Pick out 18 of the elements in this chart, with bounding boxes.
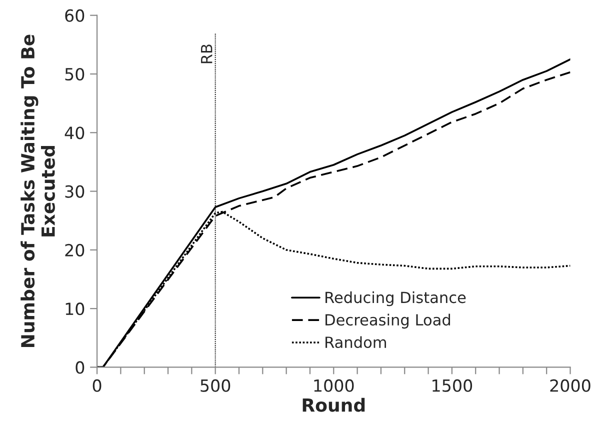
y-tick-label: 30 — [65, 185, 84, 198]
x-tick-label: 2000 — [550, 379, 590, 392]
y-tick-label: 60 — [65, 9, 84, 22]
x-axis-title: Round — [302, 398, 365, 412]
ref-line-label: RB — [201, 44, 212, 64]
y-tick-label: 10 — [66, 302, 84, 316]
legend-label: Decreasing Load — [326, 314, 450, 329]
y-tick-label: 40 — [64, 126, 84, 140]
x-tick-label: 1000 — [314, 379, 354, 392]
y-axis-title: Number of Tasks Waiting To Be Executed — [20, 34, 55, 348]
x-tick-label: 1500 — [432, 379, 472, 392]
x-tick-label: 500 — [200, 379, 230, 392]
legend-label: Reducing Distance — [326, 291, 466, 306]
y-tick-label: 0 — [76, 361, 84, 374]
y-tick-label: 50 — [65, 68, 84, 81]
y-tick-label: 20 — [65, 244, 84, 256]
x-tick-label: 0 — [92, 379, 102, 392]
legend-label: Random — [326, 336, 386, 348]
